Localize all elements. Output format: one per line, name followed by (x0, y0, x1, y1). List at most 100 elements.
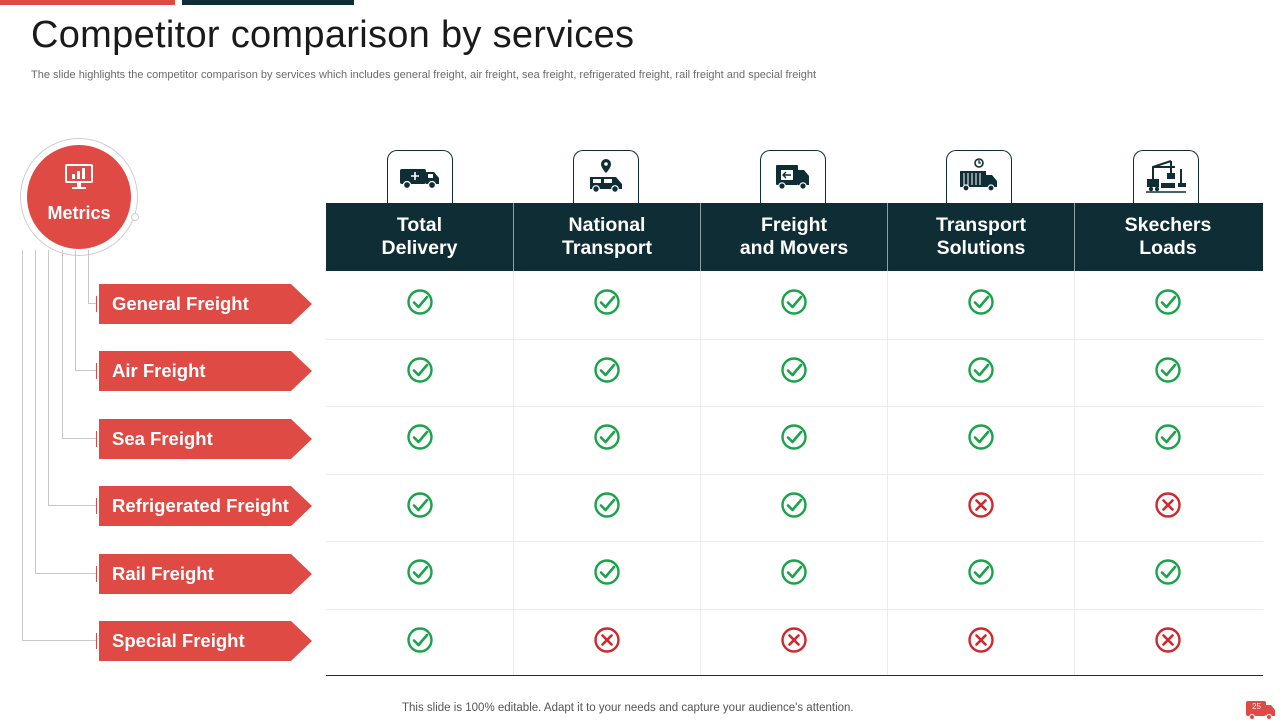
metric-tick-mark (96, 498, 97, 514)
check-circle-icon (1154, 356, 1182, 389)
table-cell (513, 339, 700, 407)
table-cell (513, 271, 700, 339)
check-circle-icon (593, 423, 621, 456)
check-circle-icon (406, 491, 434, 524)
tree-connector-line (75, 250, 97, 371)
tree-connector-line (35, 250, 97, 574)
table-bottom-rule (326, 675, 1263, 676)
check-circle-icon (593, 558, 621, 591)
slide-title: Competitor comparison by services (31, 14, 635, 56)
metric-label-text: Rail Freight (112, 563, 214, 584)
check-circle-icon (967, 356, 995, 389)
check-circle-icon (406, 423, 434, 456)
metric-tick-mark (96, 633, 97, 649)
metric-row-label: Air Freight (96, 351, 312, 391)
table-cell (700, 339, 887, 407)
tree-connector-line (48, 250, 97, 506)
metric-tick-mark (96, 566, 97, 582)
table-cell (326, 474, 513, 542)
table-row-divider (326, 406, 1263, 407)
check-circle-icon (780, 423, 808, 456)
metrics-ring (20, 138, 138, 256)
cross-circle-icon (593, 626, 621, 659)
table-cell (513, 609, 700, 677)
metric-row-label: Special Freight (96, 621, 312, 661)
table-cell (700, 474, 887, 542)
check-circle-icon (1154, 288, 1182, 321)
arrow-banner-shape (99, 284, 312, 324)
table-cell (326, 609, 513, 677)
tree-connector-line (62, 250, 97, 439)
footer-note: This slide is 100% editable. Adapt it to… (402, 702, 854, 714)
metrics-ring-dot (131, 213, 139, 221)
top-accent-bar-dark (182, 0, 354, 5)
cross-circle-icon (967, 491, 995, 524)
table-row-divider (326, 338, 1263, 340)
table-cell (326, 541, 513, 609)
arrow-banner-shape (99, 419, 312, 459)
metric-row-label: Refrigerated Freight (96, 486, 312, 526)
table-cell (887, 474, 1074, 542)
metric-label-text: Sea Freight (112, 428, 213, 449)
check-circle-icon (406, 288, 434, 321)
comparison-table: Total Delivery National Transport Freight and… (326, 203, 1263, 676)
column-header-line2: Transport (562, 237, 652, 259)
metric-label-text: Refrigerated Freight (112, 495, 289, 516)
column-header-line2: Solutions (936, 237, 1026, 259)
table-cell (887, 541, 1074, 609)
tree-connector-line (22, 250, 97, 641)
column-header-line1: Skechers (1124, 214, 1212, 236)
metric-tick-mark (96, 431, 97, 447)
arrow-banner-shape (99, 486, 312, 526)
page-number: 25 (1252, 702, 1261, 711)
column-header-line1: Freight (760, 214, 828, 236)
check-circle-icon (593, 356, 621, 389)
arrow-banner-shape (99, 554, 312, 594)
table-cell (700, 406, 887, 474)
column-header-line2: Delivery (381, 237, 458, 259)
check-circle-icon (780, 491, 808, 524)
cross-circle-icon (780, 626, 808, 659)
column-header-line1: Total (396, 214, 443, 236)
column-header: Total Delivery (326, 203, 513, 271)
metric-tick-mark (96, 363, 97, 379)
metrics-badge: Metrics (27, 145, 131, 249)
column-header-line1: National (568, 214, 646, 236)
page-number-badge: 25 (1246, 700, 1276, 720)
column-icon-tab (946, 150, 1012, 204)
table-row-divider (326, 608, 1263, 610)
column-icon-tab (1133, 150, 1199, 204)
column-header-line2: and Movers (739, 237, 849, 259)
table-cell (1074, 474, 1261, 542)
table-cell (887, 406, 1074, 474)
check-circle-icon (593, 491, 621, 524)
table-cell (513, 541, 700, 609)
table-cell (513, 474, 700, 542)
metric-row-label: Rail Freight (96, 554, 312, 594)
metric-row-label: Sea Freight (96, 419, 312, 459)
metrics-label: Metrics (47, 203, 111, 223)
column-header: Skechers Loads (1074, 203, 1261, 271)
check-circle-icon (406, 626, 434, 659)
monitor-chart-icon (64, 163, 94, 191)
check-circle-icon (780, 356, 808, 389)
column-header-line2: Loads (1139, 237, 1197, 259)
table-cell (1074, 271, 1261, 339)
check-circle-icon (1154, 558, 1182, 591)
table-cell (1074, 609, 1261, 677)
arrow-banner-shape (99, 351, 312, 391)
table-cell (326, 406, 513, 474)
table-cell (887, 339, 1074, 407)
check-circle-icon (967, 288, 995, 321)
check-circle-icon (780, 558, 808, 591)
table-header: Total Delivery National Transport Freight and… (326, 203, 1263, 271)
column-icon-tab (387, 150, 453, 204)
top-accent-bar-red (0, 0, 175, 5)
cross-circle-icon (1154, 626, 1182, 659)
tree-connector-line (88, 250, 97, 304)
column-header-line1: Transport (936, 214, 1026, 236)
table-cell (700, 541, 887, 609)
check-circle-icon (780, 288, 808, 321)
check-circle-icon (406, 558, 434, 591)
cross-circle-icon (1154, 491, 1182, 524)
